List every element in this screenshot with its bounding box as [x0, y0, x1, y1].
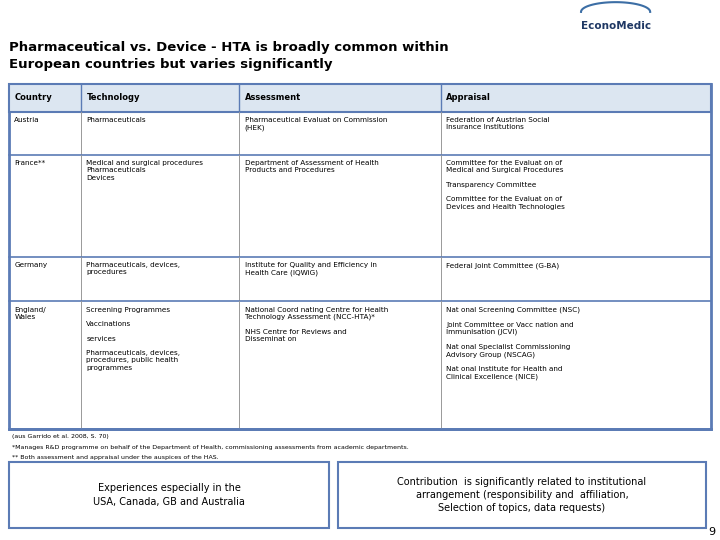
- Text: Assessment: Assessment: [245, 93, 301, 102]
- Text: National Coord nating Centre for Health
Technology Assessment (NCC-HTA)*

NHS Ce: National Coord nating Centre for Health …: [245, 307, 388, 342]
- FancyBboxPatch shape: [9, 84, 711, 429]
- Text: Nat onal Screening Committee (NSC)

Joint Committee or Vacc nation and
Immunisat: Nat onal Screening Committee (NSC) Joint…: [446, 307, 580, 380]
- FancyBboxPatch shape: [338, 462, 706, 528]
- Text: England/
Wales: England/ Wales: [14, 307, 46, 320]
- Text: Country: Country: [14, 93, 52, 102]
- Text: France**: France**: [14, 160, 45, 166]
- Text: 9: 9: [708, 527, 715, 537]
- Text: Pharmaceutical Evaluat on Commission
(HEK): Pharmaceutical Evaluat on Commission (HE…: [245, 117, 387, 131]
- Text: ** Both assessment and appraisal under the auspices of the HAS.: ** Both assessment and appraisal under t…: [12, 455, 218, 460]
- Text: Department of Assessment of Health
Products and Procedures: Department of Assessment of Health Produ…: [245, 160, 379, 173]
- Text: Pharmaceuticals, devices,
procedures: Pharmaceuticals, devices, procedures: [86, 262, 181, 275]
- Text: Contribution  is significantly related to institutional
arrangement (responsibil: Contribution is significantly related to…: [397, 477, 647, 513]
- Text: *Manages R&D programme on behalf of the Department of Health, commissioning asse: *Manages R&D programme on behalf of the …: [12, 446, 408, 450]
- Text: Appraisal: Appraisal: [446, 93, 491, 102]
- Text: Austria: Austria: [14, 117, 40, 123]
- Text: Technology: Technology: [86, 93, 140, 102]
- Text: (aus Garrido et al. 2008, S. 70): (aus Garrido et al. 2008, S. 70): [12, 434, 108, 438]
- FancyBboxPatch shape: [9, 84, 711, 112]
- Text: Medical and surgical procedures
Pharmaceuticals
Devices: Medical and surgical procedures Pharmace…: [86, 160, 204, 180]
- Text: EconoMedic: EconoMedic: [580, 21, 651, 31]
- Text: Screening Programmes

Vaccinations

services

Pharmaceuticals, devices,
procedur: Screening Programmes Vaccinations servic…: [86, 307, 181, 370]
- Text: Federal Joint Committee (G-BA): Federal Joint Committee (G-BA): [446, 262, 559, 268]
- Text: Committee for the Evaluat on of
Medical and Surgical Procedures

Transparency Co: Committee for the Evaluat on of Medical …: [446, 160, 565, 210]
- FancyBboxPatch shape: [9, 462, 329, 528]
- Text: Germany: Germany: [14, 262, 48, 268]
- Text: Experiences especially in the
USA, Canada, GB and Australia: Experiences especially in the USA, Canad…: [94, 483, 245, 507]
- Text: European countries but varies significantly: European countries but varies significan…: [9, 58, 333, 71]
- Text: Federation of Austrian Social
Insurance Institutions: Federation of Austrian Social Insurance …: [446, 117, 550, 131]
- Text: Pharmaceuticals: Pharmaceuticals: [86, 117, 146, 123]
- Text: Pharmaceutical vs. Device - HTA is broadly common within: Pharmaceutical vs. Device - HTA is broad…: [9, 40, 449, 53]
- Text: Institute for Quality and Efficiency in
Health Care (IQWiG): Institute for Quality and Efficiency in …: [245, 262, 377, 276]
